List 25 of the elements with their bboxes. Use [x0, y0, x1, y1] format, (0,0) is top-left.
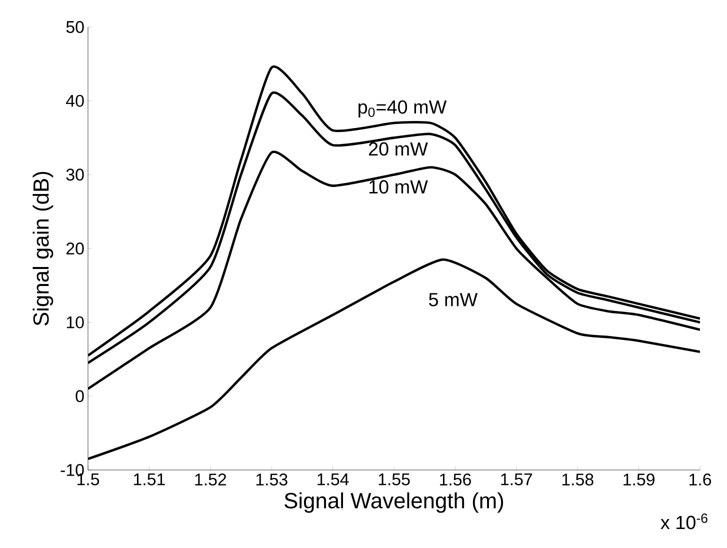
x-tick-label: 1.6	[690, 474, 712, 486]
x-axis-title: Signal Wavelength (m)	[284, 492, 504, 513]
y-axis-title: Signal gain (dB)	[32, 172, 54, 326]
x-tick-label: 1.51	[134, 474, 165, 486]
x-tick-label: 1.5	[78, 474, 100, 486]
y-tick-label: 20	[66, 242, 84, 255]
y-tick-label: 40	[66, 94, 84, 107]
series-label: p$_{0}$=40 mW	[358, 100, 447, 118]
x-tick-label: 1.58	[562, 474, 594, 486]
y-tick-label: -10	[60, 464, 84, 476]
y-tick-label: 0	[76, 390, 84, 402]
y-tick-label: 50	[66, 21, 84, 34]
x-tick-label: 1.53	[256, 474, 288, 486]
x-tick-label: 1.57	[501, 474, 532, 486]
y-tick-label: 30	[66, 168, 84, 181]
x-tick-label: 1.55	[378, 474, 410, 486]
series-label: 5 mW	[429, 293, 478, 306]
x-tick-label: 1.59	[624, 474, 654, 486]
text: x 10$^{-6}$	[660, 514, 708, 530]
series-label: 20 mW	[368, 142, 428, 156]
x-tick-label: 1.52	[195, 474, 226, 486]
x-tick-label: 1.56	[440, 474, 471, 486]
x-tick-label: 1.54	[318, 474, 349, 486]
y-tick-label: 10	[66, 316, 84, 328]
series-label: 10 mW	[369, 180, 428, 194]
